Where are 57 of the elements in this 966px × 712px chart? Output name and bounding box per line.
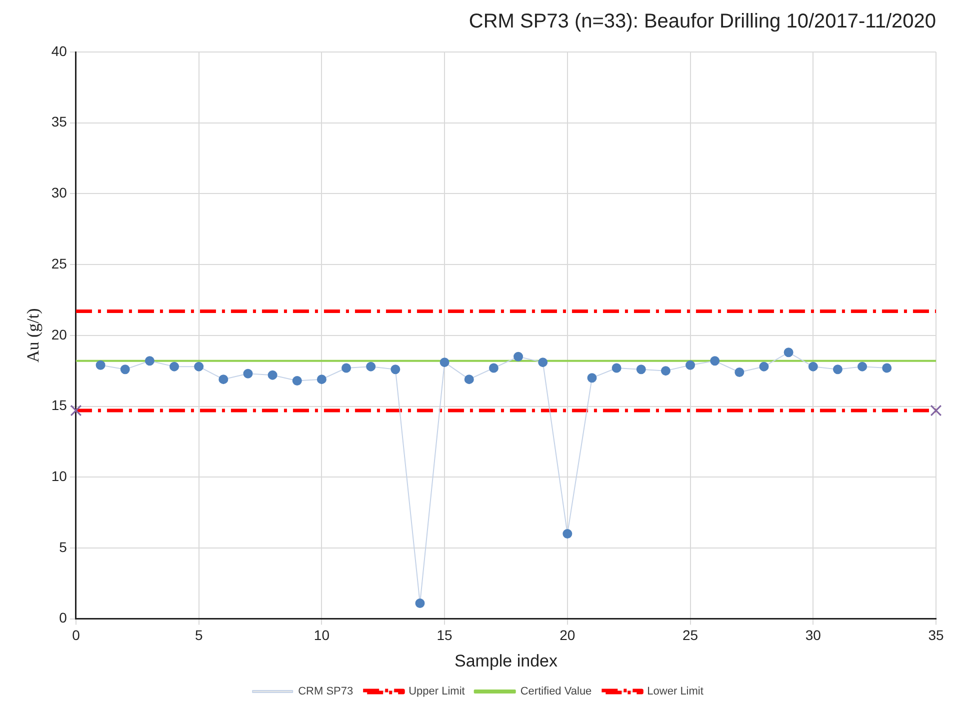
point (587, 373, 597, 383)
point (858, 362, 868, 372)
x-tick-label: 20 (560, 627, 576, 644)
x-tick-label: 30 (805, 627, 822, 644)
x-tick-label: 35 (928, 627, 944, 644)
point (292, 376, 302, 386)
y-tick-label: 35 (51, 114, 68, 130)
point (759, 362, 769, 372)
x-tick-label: 5 (194, 627, 203, 644)
chart-title: CRM SP73 (n=33): Beaufor Drilling 10/2017-11/2020 (468, 10, 936, 33)
x-tick-label: 10 (314, 627, 330, 644)
legend-label: Lower Limit (647, 686, 704, 698)
point (562, 529, 572, 539)
point (686, 360, 696, 370)
y-tick-label: 25 (51, 255, 68, 272)
point (660, 366, 670, 376)
legend-label: Upper Limit (408, 686, 465, 698)
y-tick-label: 10 (51, 468, 68, 484)
point (268, 370, 278, 380)
y-tick-label: 40 (51, 42, 68, 59)
y-tick-label: 0 (59, 610, 68, 626)
point (882, 363, 892, 373)
y-tick-label: 15 (51, 397, 68, 414)
point (832, 364, 842, 374)
point (120, 364, 130, 374)
point (415, 598, 425, 608)
point (488, 363, 498, 373)
point (170, 362, 180, 372)
point (514, 352, 524, 362)
point (194, 362, 204, 372)
point (710, 356, 720, 366)
point (464, 374, 474, 384)
point (144, 356, 154, 366)
y-tick-label: 5 (59, 538, 68, 555)
point (734, 367, 744, 377)
x-axis-title: Sample index (454, 651, 558, 670)
point (538, 358, 548, 368)
point (440, 358, 450, 368)
legend-label: CRM SP73 (298, 686, 354, 698)
x-tick-label: 25 (682, 627, 698, 644)
y-axis-title: Au (g/t) (24, 308, 43, 363)
x-tick-label: 0 (72, 627, 80, 644)
x-tick-label: 15 (436, 627, 453, 644)
y-tick-label: 30 (51, 184, 68, 201)
point (390, 364, 400, 374)
point (96, 360, 106, 370)
point (243, 368, 253, 378)
y-tick-label: 20 (51, 326, 68, 342)
point (612, 363, 622, 373)
point (316, 374, 326, 384)
point (784, 348, 794, 358)
legend-label: Certified Value (520, 686, 592, 698)
point (808, 362, 818, 372)
point (636, 364, 646, 374)
point (366, 362, 376, 372)
point (342, 363, 352, 373)
point (218, 374, 228, 384)
